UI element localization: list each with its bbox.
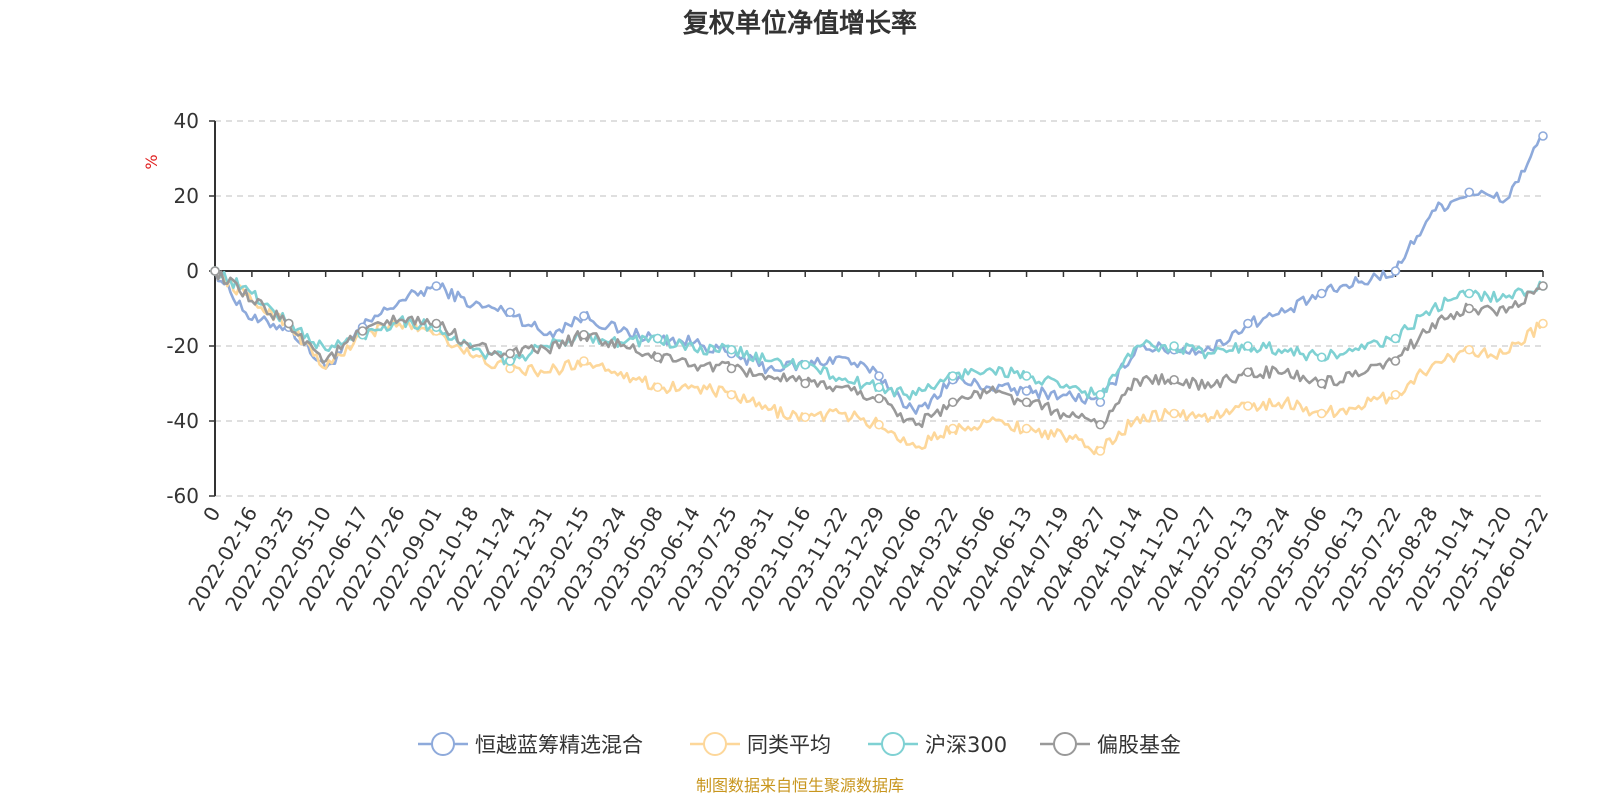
y-tick-label: -40	[166, 409, 199, 433]
data-point	[947, 371, 958, 381]
data-point	[652, 382, 663, 393]
data-point	[652, 352, 663, 363]
data-point	[1021, 386, 1032, 396]
legend-item-1[interactable]: 恒越蓝筹精选混合	[418, 732, 643, 757]
y-tick-label: 20	[174, 184, 199, 208]
legend-label: 沪深300	[925, 733, 1007, 757]
legend-circle-icon	[431, 732, 455, 756]
legend[interactable]: 恒越蓝筹精选混合 同类平均 沪深300 偏股基金	[418, 732, 1181, 757]
chart-title: 复权单位净值增长率	[683, 8, 917, 39]
data-point	[431, 281, 442, 291]
legend-label: 偏股基金	[1097, 733, 1181, 757]
data-point	[874, 419, 884, 430]
data-point	[1243, 401, 1253, 411]
data-point	[1464, 303, 1475, 314]
legend-circle-icon	[1053, 732, 1077, 756]
data-point	[1169, 374, 1179, 385]
data-point	[1095, 419, 1106, 430]
data-point	[800, 359, 811, 370]
data-point	[726, 344, 737, 355]
data-point	[1390, 266, 1401, 276]
data-point	[1021, 423, 1032, 434]
legend-circle-icon	[881, 732, 905, 756]
data-point	[505, 348, 515, 359]
data-point	[1390, 356, 1401, 366]
data-point	[800, 412, 811, 423]
data-point	[726, 363, 737, 374]
data-point	[1316, 288, 1327, 299]
legend-item-4[interactable]: 偏股基金	[1040, 732, 1181, 757]
data-point	[947, 397, 958, 408]
y-tick-label: -20	[166, 334, 199, 358]
data-point	[800, 378, 811, 389]
data-point	[947, 423, 958, 434]
data-point	[1390, 333, 1401, 344]
data-point	[431, 318, 442, 329]
data-point	[210, 266, 220, 276]
data-point	[505, 307, 515, 318]
data-point	[1464, 344, 1475, 355]
series-layer	[210, 131, 1548, 456]
data-point	[283, 318, 294, 329]
data-point	[1243, 341, 1253, 351]
data-point	[579, 329, 589, 340]
data-source-note: 制图数据来自恒生聚源数据库	[696, 776, 904, 795]
data-point	[579, 356, 589, 366]
data-point	[1243, 367, 1253, 378]
data-point	[874, 393, 884, 404]
series-line	[213, 270, 1544, 428]
data-point	[1316, 408, 1327, 419]
data-point	[1390, 389, 1401, 400]
data-point	[1095, 446, 1106, 456]
data-point	[1538, 281, 1548, 291]
y-tick-label: 0	[186, 259, 199, 283]
data-point	[1021, 397, 1032, 408]
data-point	[1021, 371, 1032, 381]
data-point	[357, 326, 368, 336]
series-4	[210, 266, 1548, 430]
y-tick-label: 40	[174, 109, 199, 133]
data-point	[652, 333, 663, 344]
x-tick-label: 0	[198, 503, 225, 526]
y-axis-unit-label: %	[142, 154, 161, 169]
data-point	[1316, 378, 1327, 389]
legend-circle-icon	[703, 732, 727, 756]
data-point	[1464, 187, 1475, 198]
data-point	[1095, 389, 1106, 400]
legend-label: 同类平均	[747, 733, 831, 757]
data-point	[1243, 318, 1253, 329]
data-point	[1169, 341, 1179, 351]
data-point	[726, 389, 737, 400]
legend-item-3[interactable]: 沪深300	[868, 732, 1007, 757]
legend-label: 恒越蓝筹精选混合	[475, 733, 643, 757]
data-point	[874, 371, 884, 381]
data-point	[874, 382, 884, 393]
data-point	[1464, 288, 1475, 299]
grid-layer	[215, 120, 1543, 497]
data-point	[1538, 131, 1548, 141]
data-point	[1316, 352, 1327, 363]
legend-item-2[interactable]: 同类平均	[690, 732, 831, 757]
data-point	[579, 311, 589, 321]
data-point	[1538, 318, 1548, 329]
series-2	[210, 266, 1548, 456]
data-point	[1169, 408, 1179, 419]
y-tick-label: -60	[166, 484, 199, 508]
